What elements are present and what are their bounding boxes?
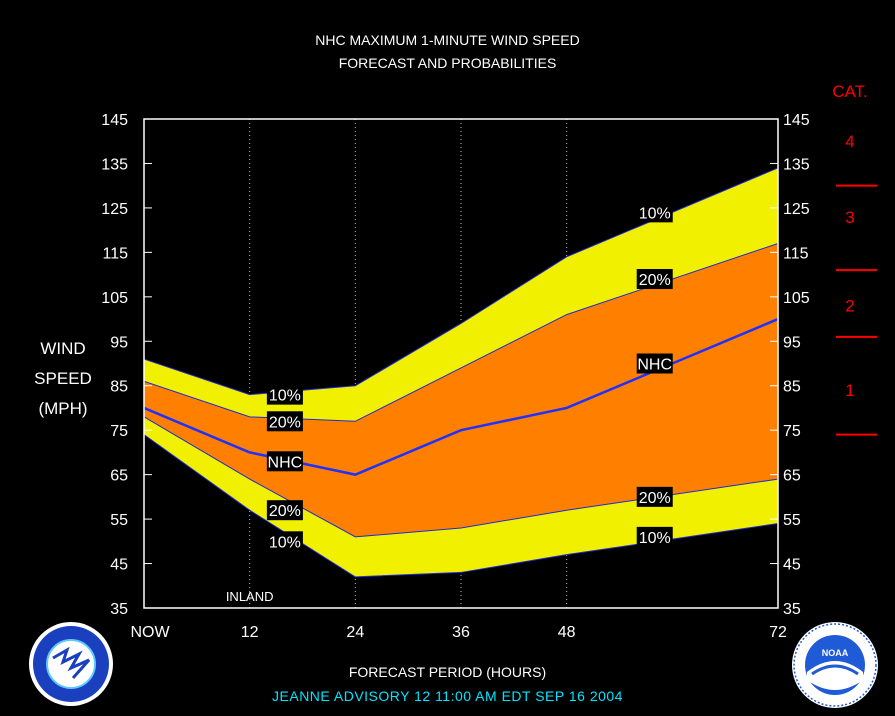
chart-title-line-1: NHC MAXIMUM 1-MINUTE WIND SPEED <box>315 32 580 48</box>
band-label-2: NHC <box>268 454 303 471</box>
band-label-7: NHC <box>637 357 672 374</box>
band-label-6: 20% <box>639 272 671 289</box>
band-edge-lower-20 <box>143 416 779 538</box>
band-label-5: 10% <box>639 205 671 222</box>
category-label-1: 1 <box>845 381 854 400</box>
y-tick-label-right-125: 125 <box>783 201 810 218</box>
y-tick-label-left-65: 65 <box>110 468 128 485</box>
y-tick-label-left-85: 85 <box>110 379 128 396</box>
y-tick-label-right-105: 105 <box>783 290 810 307</box>
label-box-9 <box>636 526 673 547</box>
band-label-8: 20% <box>639 490 671 507</box>
y-tick-label-right-85: 85 <box>783 379 801 396</box>
label-box-7 <box>636 353 673 374</box>
band-label-9: 10% <box>639 530 671 547</box>
nhc-forecast-line <box>143 317 779 476</box>
x-tick-label-12: 12 <box>241 624 259 641</box>
x-tick-label-24: 24 <box>346 624 364 641</box>
x-axis-label: FORECAST PERIOD (HOURS) <box>348 664 547 680</box>
category-label-3: 3 <box>845 208 854 227</box>
x-tick-label-72: 72 <box>769 624 787 641</box>
y-tick-label-right-135: 135 <box>783 156 810 173</box>
y-tick-label-left-145: 145 <box>101 112 128 129</box>
label-box-4 <box>266 531 303 552</box>
annotation-inland: INLAND <box>226 589 274 604</box>
advisory-line: JEANNE ADVISORY 12 11:00 AM EDT SEP 16 2… <box>272 688 623 704</box>
label-box-5 <box>636 202 673 223</box>
category-header: CAT. <box>832 82 868 101</box>
y-tick-label-right-145: 145 <box>783 112 810 129</box>
y-tick-label-left-115: 115 <box>102 245 128 262</box>
band-edge-upper-20 <box>143 242 779 422</box>
category-label-2: 2 <box>845 297 854 316</box>
band-edge-lower-10 <box>143 434 779 578</box>
x-tick-label-36: 36 <box>452 624 470 641</box>
y-tick-label-left-45: 45 <box>110 557 128 574</box>
y-axis-label-line-1: WIND <box>40 339 86 358</box>
y-tick-label-left-55: 55 <box>110 512 128 529</box>
y-tick-label-right-95: 95 <box>783 334 801 351</box>
plot-frame <box>143 118 779 609</box>
y-axis-label-line-2: SPEED <box>34 369 92 388</box>
y-tick-label-right-65: 65 <box>783 468 801 485</box>
y-tick-label-left-105: 105 <box>101 290 128 307</box>
label-box-0 <box>266 384 303 405</box>
label-box-3 <box>266 500 303 521</box>
chart-title-line-2: FORECAST AND PROBABILITIES <box>338 55 557 71</box>
label-box-2 <box>266 451 303 472</box>
x-tick-label-NOW: NOW <box>130 624 170 641</box>
y-tick-label-right-75: 75 <box>783 423 801 440</box>
noaa-logo: NOAA <box>790 620 880 710</box>
label-box-1 <box>266 411 303 432</box>
y-tick-label-right-35: 35 <box>783 601 801 618</box>
band-label-3: 20% <box>269 503 301 520</box>
y-tick-label-left-135: 135 <box>101 156 128 173</box>
y-tick-label-left-75: 75 <box>110 423 128 440</box>
x-tick-label-48: 48 <box>558 624 576 641</box>
band-label-1: 20% <box>269 414 301 431</box>
y-tick-label-left-125: 125 <box>101 201 128 218</box>
label-box-8 <box>636 486 673 507</box>
band-label-0: 10% <box>269 388 301 405</box>
y-axis-label-line-3: (MPH) <box>38 399 88 418</box>
y-tick-label-left-95: 95 <box>110 334 128 351</box>
band-edge-upper-10 <box>143 167 779 396</box>
category-label-4: 4 <box>845 132 854 151</box>
y-tick-label-right-55: 55 <box>783 512 801 529</box>
y-tick-label-left-35: 35 <box>110 601 128 618</box>
nws-logo <box>27 620 115 708</box>
label-box-6 <box>636 269 673 290</box>
y-tick-label-right-115: 115 <box>783 245 809 262</box>
band-label-4: 10% <box>269 534 301 551</box>
y-tick-label-right-45: 45 <box>783 557 801 574</box>
svg-text:NOAA: NOAA <box>822 648 849 658</box>
